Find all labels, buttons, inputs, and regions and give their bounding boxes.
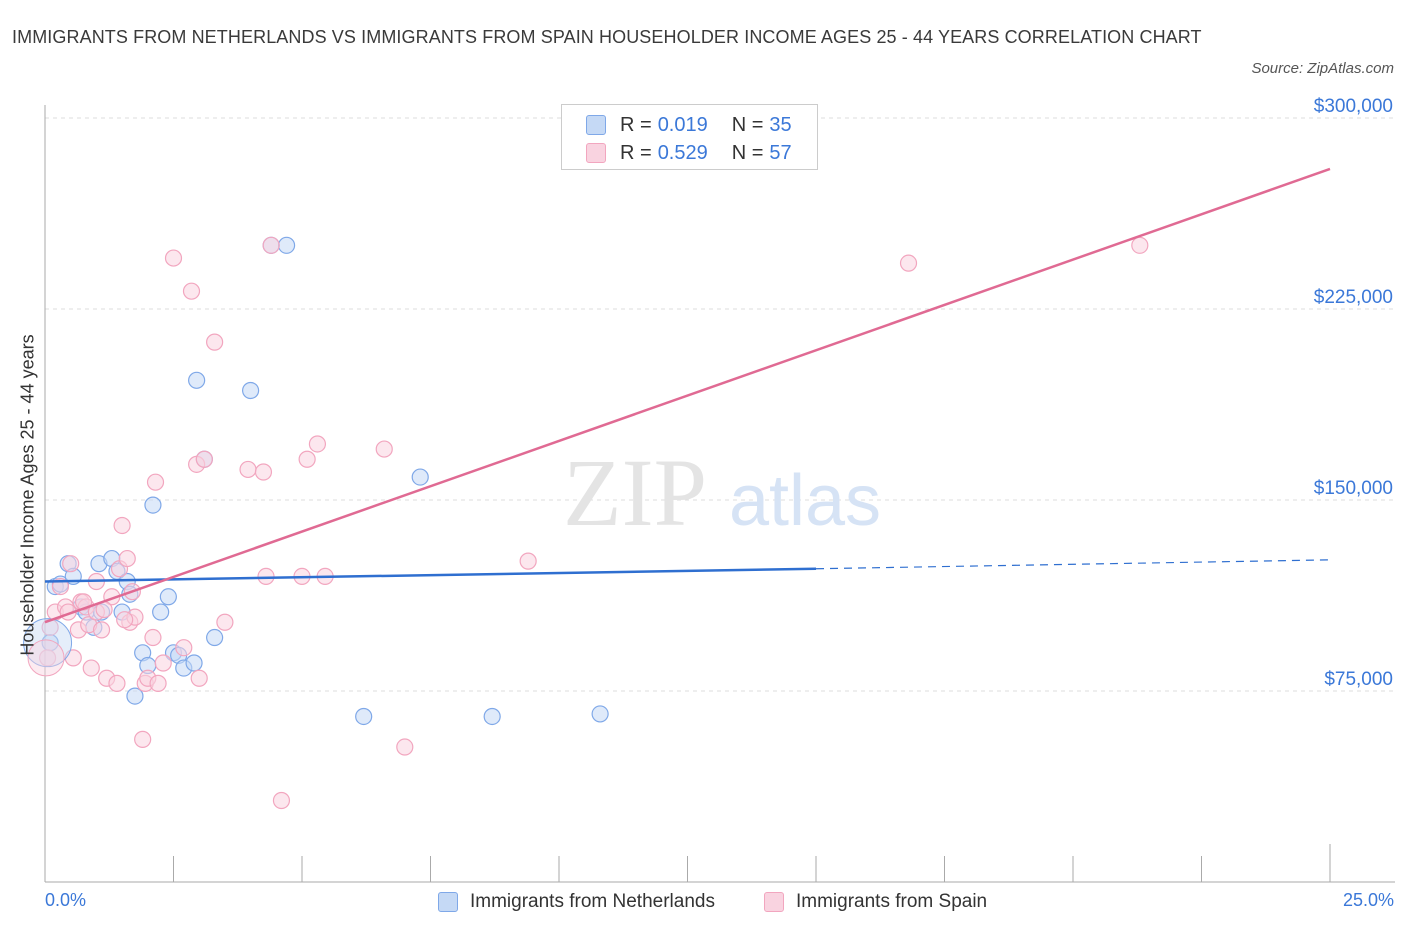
bottom-legend-label-netherlands: Immigrants from Netherlands	[470, 891, 715, 912]
point-netherlands	[126, 687, 144, 705]
point-spain	[118, 549, 136, 568]
point-spain	[239, 460, 257, 479]
point-netherlands	[242, 381, 260, 400]
data-points	[23, 236, 1149, 810]
grid-lines	[45, 117, 1395, 692]
point-netherlands	[483, 707, 501, 726]
point-spain	[154, 654, 172, 672]
y-axis-label: Householder Income Ages 25 - 44 years	[17, 334, 38, 656]
legend-r-value: 0.019	[657, 113, 708, 136]
trend-line-spain	[44, 167, 1331, 624]
point-spain	[144, 628, 162, 647]
point-spain	[396, 738, 414, 756]
bottom-legend-spain: Immigrants from Spain	[764, 888, 987, 916]
point-spain	[519, 552, 537, 570]
correlation-legend: R = 0.019 N = 35 R = 0.529 N = 57	[561, 104, 818, 170]
y-tick-label: $300,000	[1314, 96, 1393, 117]
x-tick-min: 0.0%	[45, 890, 87, 910]
point-netherlands	[188, 371, 206, 389]
watermark-atlas: atlas	[729, 461, 881, 541]
point-netherlands	[152, 603, 170, 621]
point-netherlands	[23, 618, 73, 668]
point-spain	[195, 450, 213, 468]
y-tick-labels: $75,000 $150,000 $225,000 $300,000	[1314, 96, 1393, 690]
bottom-legend-swatch-netherlands	[438, 892, 458, 912]
legend-n-label: N =	[731, 113, 764, 136]
point-spain	[38, 649, 57, 667]
y-tick-label: $150,000	[1314, 478, 1393, 499]
point-spain	[308, 435, 327, 453]
chart-title: IMMIGRANTS FROM NETHERLANDS VS IMMIGRANT…	[12, 27, 1202, 47]
trend-lines	[44, 167, 1331, 624]
legend-swatch-netherlands	[586, 115, 606, 135]
x-tick-max: 25.0%	[1342, 890, 1394, 910]
point-spain	[51, 577, 70, 596]
legend-n-value: 57	[769, 141, 792, 164]
point-spain	[206, 333, 224, 351]
point-netherlands	[355, 707, 373, 726]
axes	[44, 105, 1395, 883]
point-spain	[149, 674, 167, 692]
point-netherlands	[411, 468, 429, 486]
point-spain	[92, 621, 111, 639]
point-netherlands	[277, 236, 296, 254]
point-spain	[1131, 236, 1149, 254]
point-spain	[216, 613, 234, 631]
point-spain	[257, 567, 275, 586]
bottom-legend-netherlands: Immigrants from Netherlands	[438, 888, 715, 916]
legend-row-netherlands: R = 0.019 N = 35	[586, 113, 792, 137]
point-spain	[108, 674, 126, 692]
point-spain	[164, 249, 183, 267]
point-spain	[254, 463, 273, 481]
y-tick-label: $75,000	[1324, 669, 1393, 690]
point-spain	[190, 669, 208, 687]
point-spain	[182, 282, 201, 300]
legend-r-label: R =	[620, 141, 652, 164]
point-spain	[116, 611, 134, 629]
point-spain	[134, 730, 152, 748]
point-netherlands	[185, 654, 203, 672]
point-spain	[82, 659, 100, 677]
legend-r-label: R =	[620, 113, 652, 136]
watermark-zip: ZIP	[563, 439, 707, 546]
point-spain	[272, 791, 291, 810]
point-netherlands	[591, 705, 609, 723]
point-netherlands	[144, 496, 162, 514]
point-netherlands	[206, 628, 224, 647]
point-spain	[27, 639, 65, 677]
legend-row-spain: R = 0.529 N = 57	[586, 141, 792, 165]
trend-line-netherlands-extension	[815, 559, 1331, 570]
trend-line-netherlands	[44, 567, 817, 583]
point-spain	[298, 450, 316, 468]
point-spain	[62, 555, 80, 573]
point-spain	[175, 639, 193, 657]
bottom-legend-swatch-spain	[764, 892, 784, 912]
y-tick-label: $225,000	[1314, 287, 1393, 308]
point-spain	[113, 516, 131, 535]
point-spain	[262, 236, 280, 254]
bottom-legend-label-spain: Immigrants from Spain	[796, 891, 988, 912]
point-spain	[375, 440, 393, 458]
legend-n-label: N =	[731, 141, 764, 164]
point-netherlands	[159, 588, 177, 606]
legend-n-value: 35	[769, 113, 792, 136]
point-spain	[899, 254, 918, 272]
chart-source: Source: ZipAtlas.com	[1251, 60, 1394, 77]
point-spain	[146, 473, 165, 491]
legend-swatch-spain	[586, 143, 606, 163]
legend-r-value: 0.529	[657, 141, 708, 164]
